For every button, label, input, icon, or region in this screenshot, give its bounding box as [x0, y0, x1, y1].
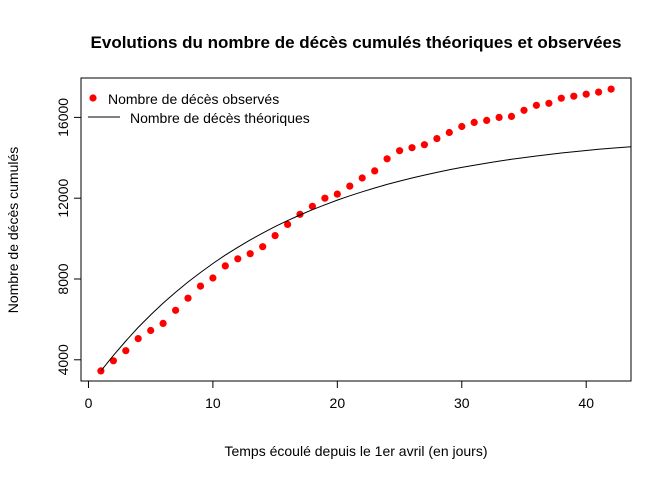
x-tick-label: 30: [454, 395, 470, 411]
x-axis-label: Temps écoulé depuis le 1er avril (en jou…: [224, 443, 487, 459]
data-point-observed: [607, 85, 615, 93]
data-point-observed: [570, 92, 578, 100]
data-point-observed: [109, 357, 117, 365]
data-point-observed: [507, 112, 516, 120]
data-point-observed: [221, 262, 229, 270]
x-tick-label: 10: [205, 395, 221, 411]
legend-label-observed: Nombre de décès observés: [108, 91, 279, 107]
legend-marker-observed: [89, 94, 97, 102]
data-point-observed: [308, 202, 316, 210]
data-point-observed: [122, 347, 130, 355]
data-point-observed: [495, 113, 503, 121]
y-axis-label: Nombre de décès cumulés: [5, 147, 21, 314]
data-point-observed: [321, 194, 329, 202]
series-line-theoretical: [100, 146, 632, 372]
data-point-observed: [284, 220, 292, 228]
data-point-observed: [184, 294, 192, 302]
data-point-observed: [408, 144, 416, 152]
y-tick-label: 12000: [55, 179, 71, 218]
data-point-observed: [557, 94, 565, 102]
x-tick-label: 0: [85, 395, 93, 411]
data-point-observed: [445, 128, 453, 137]
data-point-observed: [520, 106, 528, 114]
data-point-observed: [396, 147, 404, 155]
data-point-observed: [333, 190, 341, 198]
data-point-observed: [545, 99, 553, 107]
data-point-observed: [259, 243, 267, 251]
x-axis: 0 10 20 30 40: [85, 380, 594, 411]
data-point-observed: [358, 174, 366, 182]
series-layer: [97, 85, 632, 375]
data-point-observed: [595, 88, 603, 96]
legend-label-theoretical: Nombre de décès théoriques: [130, 110, 310, 126]
data-point-observed: [234, 255, 242, 263]
x-tick-label: 20: [330, 395, 346, 411]
y-tick-label: 8000: [55, 263, 71, 294]
y-tick-label: 16000: [55, 98, 71, 137]
y-tick-label: 4000: [55, 344, 71, 375]
data-point-observed: [134, 335, 142, 343]
data-point-observed: [433, 135, 441, 143]
data-point-observed: [371, 167, 379, 175]
data-point-observed: [458, 122, 466, 131]
data-point-observed: [582, 90, 590, 98]
y-axis: 4000 8000 12000 16000: [55, 98, 82, 375]
data-point-observed: [159, 319, 167, 327]
legend: Nombre de décès observés Nombre de décès…: [88, 91, 310, 126]
data-point-observed: [271, 232, 279, 240]
chart-title: Evolutions du nombre de décès cumulés th…: [91, 33, 622, 52]
data-point-observed: [420, 141, 428, 149]
data-point-observed: [147, 326, 155, 335]
data-point-observed: [470, 118, 478, 126]
x-tick-label: 40: [578, 395, 594, 411]
data-point-observed: [246, 250, 254, 258]
data-point-observed: [383, 155, 391, 163]
data-point-observed: [346, 182, 354, 190]
data-point-observed: [196, 282, 205, 290]
data-point-observed: [532, 101, 541, 109]
data-point-observed: [483, 116, 491, 124]
data-point-observed: [172, 306, 180, 314]
data-point-observed: [209, 274, 217, 282]
